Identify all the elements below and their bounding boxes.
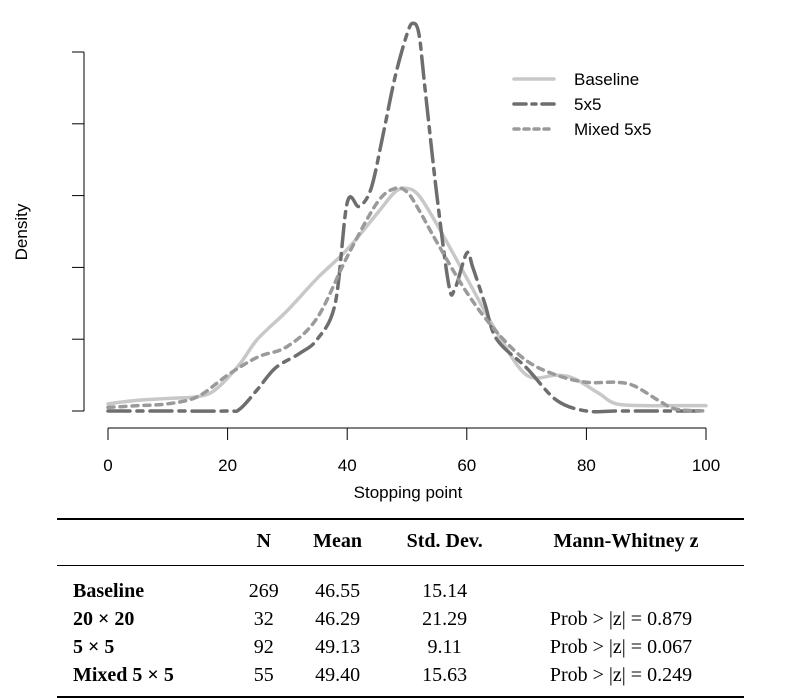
- legend-label: Mixed 5x5: [574, 120, 651, 139]
- series-line-baseline: [106, 186, 708, 408]
- summary-table: N Mean Std. Dev. Mann-Whitney z Baseline…: [57, 518, 744, 698]
- table-header-row: N Mean Std. Dev. Mann-Whitney z: [57, 519, 744, 566]
- table-header-sd: Std. Dev.: [381, 519, 508, 566]
- table-row: 5 × 5 92 49.13 9.11 Prob > |z| = 0.067: [57, 633, 744, 661]
- table-row: Mixed 5 × 5 55 49.40 15.63 Prob > |z| = …: [57, 661, 744, 698]
- x-tick-label: 40: [338, 456, 357, 475]
- cell-mann-whitney: [508, 566, 744, 606]
- series-line-mixed-5x5: [106, 185, 708, 413]
- cell-sd: 21.29: [422, 608, 468, 630]
- table-header-mean: Mean: [293, 519, 382, 566]
- x-tick-label: 80: [577, 456, 596, 475]
- row-label: 20 × 20: [73, 608, 135, 630]
- cell-sd: 15.14: [422, 580, 468, 602]
- cell-n: 269: [248, 580, 279, 602]
- table-header-blank: [57, 519, 234, 566]
- row-label: 5 × 5: [73, 636, 115, 658]
- series-layer: [106, 21, 708, 414]
- x-axis: 0 20 40 60 80 100: [103, 427, 720, 475]
- table-header-mann-whitney: Mann-Whitney z: [507, 519, 744, 566]
- x-axis-label: Stopping point: [354, 483, 463, 502]
- table-row: Baseline 269 46.55 15.14: [57, 566, 744, 606]
- row-label: Mixed 5 × 5: [57, 661, 234, 698]
- row-label: Baseline: [73, 580, 145, 602]
- cell-n: 32: [253, 608, 274, 630]
- x-tick-label: 20: [218, 456, 237, 475]
- cell-mean: 49.40: [293, 661, 382, 698]
- cell-mean: 46.55: [315, 580, 361, 602]
- cell-n: 92: [253, 636, 274, 658]
- legend-label: 5x5: [574, 95, 601, 114]
- series-line-5x5: [106, 21, 708, 414]
- x-tick-label: 60: [457, 456, 476, 475]
- table-row: 20 × 20 32 46.29 21.29 Prob > |z| = 0.87…: [57, 605, 744, 633]
- cell-sd: 15.63: [381, 661, 508, 698]
- cell-n: 55: [233, 661, 294, 698]
- cell-mann-whitney: Prob > |z| = 0.249: [507, 661, 744, 698]
- cell-mann-whitney: Prob > |z| = 0.879: [549, 608, 693, 630]
- y-axis-label: Density: [12, 203, 31, 260]
- x-tick-label: 100: [692, 456, 720, 475]
- legend-label: Baseline: [574, 70, 639, 89]
- cell-mean: 46.29: [315, 608, 361, 630]
- table-header-n: N: [233, 519, 294, 566]
- density-chart: 0 20 40 60 80 100 Baseline 5x5 Mixed 5x5 Stoppi…: [12, 21, 720, 502]
- cell-mean: 49.13: [315, 636, 361, 658]
- legend: Baseline 5x5 Mixed 5x5: [512, 70, 651, 139]
- cell-mann-whitney: Prob > |z| = 0.067: [549, 636, 693, 658]
- x-tick-label: 0: [103, 456, 112, 475]
- cell-sd: 9.11: [427, 636, 462, 658]
- y-axis: [72, 51, 85, 412]
